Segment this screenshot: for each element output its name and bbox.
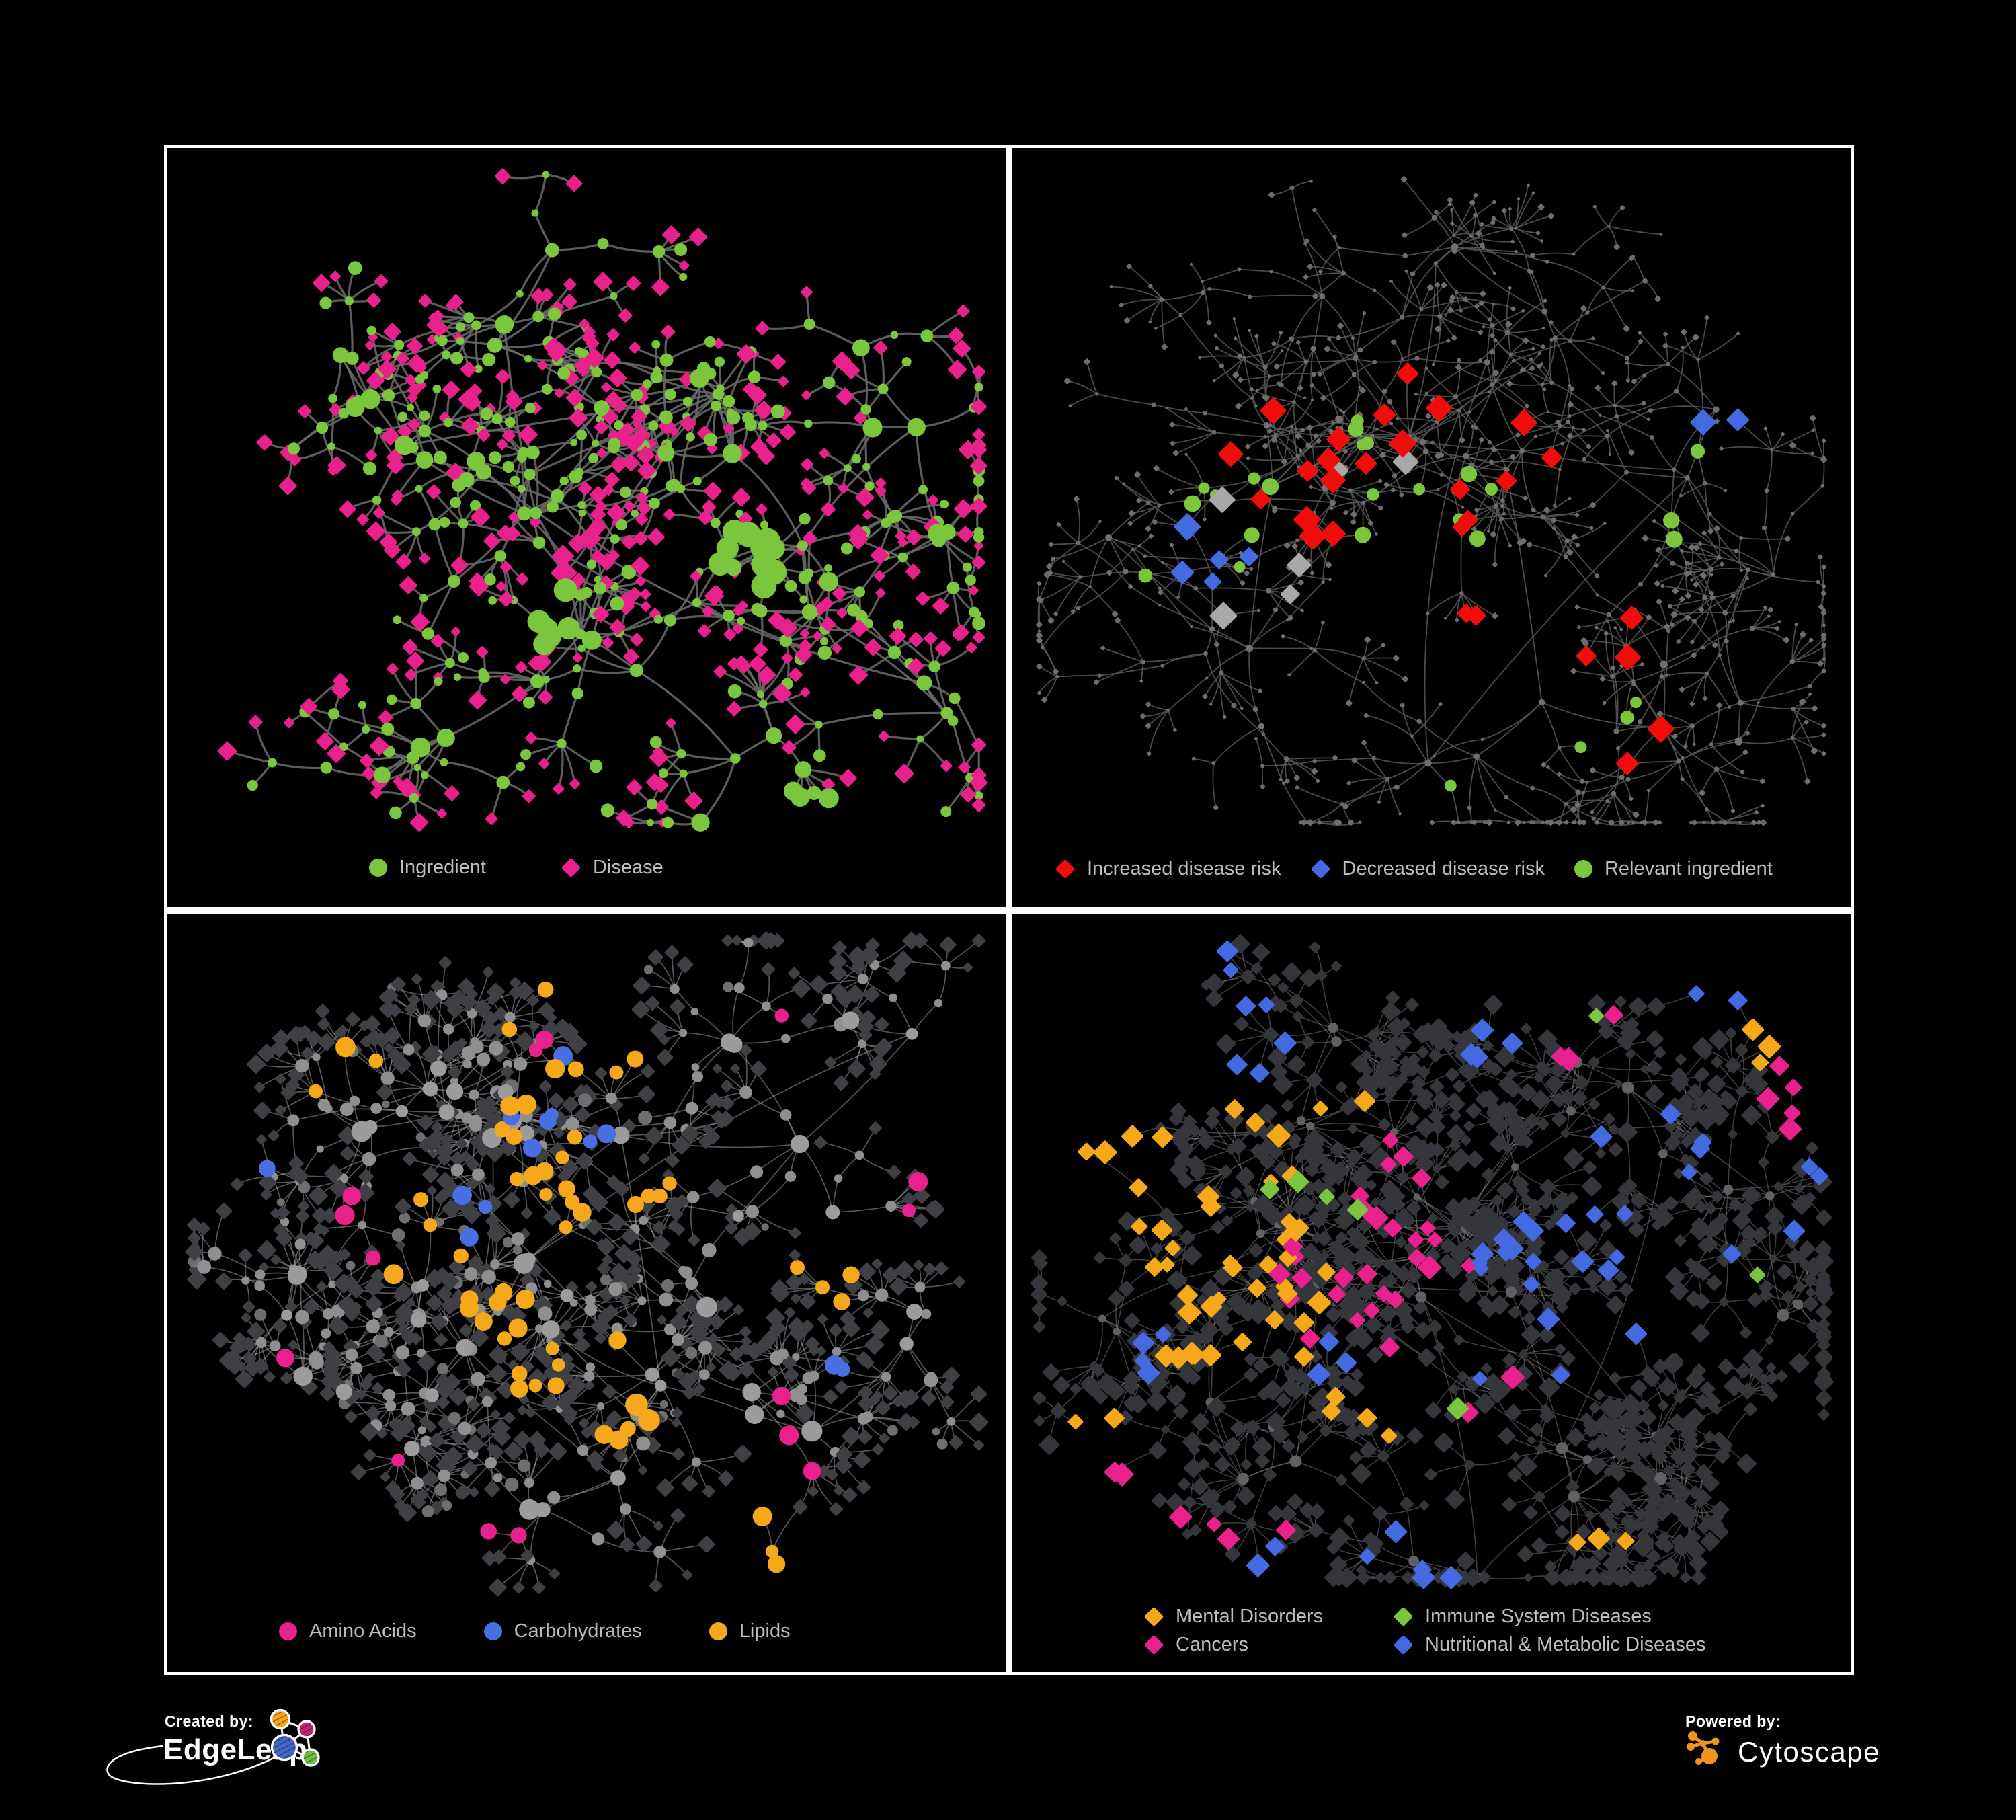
increased-risk-swatch-icon <box>1055 859 1076 879</box>
legend-label: Carbohydrates <box>514 1620 642 1642</box>
network-graph-nutrient-classes <box>185 931 989 1597</box>
ingredient-swatch-icon <box>369 859 387 877</box>
legend-item: Lipids <box>709 1622 791 1641</box>
created-by-label: Created by: <box>165 1712 254 1730</box>
legend-label: Mental Disorders <box>1176 1606 1324 1627</box>
legend-item: Decreased disease risk <box>1310 858 1545 879</box>
legend-label: Cancers <box>1176 1634 1248 1655</box>
legend-label: Disease <box>593 857 663 878</box>
network-graph-disease-risk <box>1036 176 1827 826</box>
legend-label: Immune System Diseases <box>1425 1606 1652 1627</box>
legend-item: Immune System Diseases <box>1393 1606 1705 1627</box>
legend-item: Disease <box>561 857 663 878</box>
legend-item: Increased disease risk <box>1055 859 1281 879</box>
legend-nutrient-classes: Amino Acids Carbohydrates Lipids <box>279 1622 791 1641</box>
legend-item: Relevant ingredient <box>1574 859 1773 879</box>
panel-disease-classes: Mental Disorders Immune System Diseases … <box>1009 910 1854 1675</box>
decreased-risk-swatch-icon <box>1310 859 1330 879</box>
legend-disease-risk: Increased disease risk Decreased disease… <box>1055 859 1773 879</box>
network-graph-ingredient-disease <box>217 168 988 832</box>
powered-by-label: Powered by: <box>1685 1712 1781 1730</box>
legend-label: Lipids <box>739 1620 791 1642</box>
edgeleap-logo-icon <box>106 1708 320 1785</box>
lipids-swatch-icon <box>709 1622 727 1640</box>
metabolic-diseases-swatch-icon <box>1393 1634 1414 1655</box>
carbohydrates-swatch-icon <box>483 1622 502 1640</box>
legend-label: Nutritional & Metabolic Diseases <box>1425 1634 1706 1655</box>
legend-label: Amino Acids <box>309 1620 417 1642</box>
panel-nutrient-classes: Amino Acids Carbohydrates Lipids <box>164 910 1009 1675</box>
legend-label: Decreased disease risk <box>1342 858 1545 879</box>
panel-ingredient-disease: Ingredient Disease <box>164 145 1009 910</box>
panel-grid: Ingredient Disease Increased disease ris… <box>164 145 1854 1675</box>
legend-item: Carbohydrates <box>483 1620 642 1642</box>
legend-item: Nutritional & Metabolic Diseases <box>1393 1634 1706 1655</box>
network-graph-disease-classes <box>1030 934 1834 1589</box>
relevant-ingredient-swatch-icon <box>1574 860 1592 878</box>
legend-item: Ingredient <box>369 858 486 877</box>
amino-acids-swatch-icon <box>279 1622 297 1640</box>
legend-item: Cancers <box>1143 1634 1394 1655</box>
cytoscape-logo-icon <box>1687 1731 1720 1765</box>
panel-disease-risk: Increased disease risk Decreased disease… <box>1009 145 1854 910</box>
disease-swatch-icon <box>561 857 581 878</box>
legend-label: Relevant ingredient <box>1604 858 1773 879</box>
legend-item: Amino Acids <box>279 1622 417 1641</box>
legend-ingredient-disease: Ingredient Disease <box>369 857 663 878</box>
immune-diseases-swatch-icon <box>1393 1606 1414 1627</box>
cytoscape-brand-text: Cytoscape <box>1738 1736 1880 1768</box>
legend-item: Mental Disorders <box>1143 1606 1394 1627</box>
legend-disease-classes: Mental Disorders Immune System Diseases … <box>1143 1606 1706 1655</box>
cancers-swatch-icon <box>1143 1634 1164 1655</box>
mental-disorders-swatch-icon <box>1143 1606 1164 1627</box>
legend-label: Ingredient <box>399 857 486 878</box>
legend-label: Increased disease risk <box>1087 858 1281 879</box>
